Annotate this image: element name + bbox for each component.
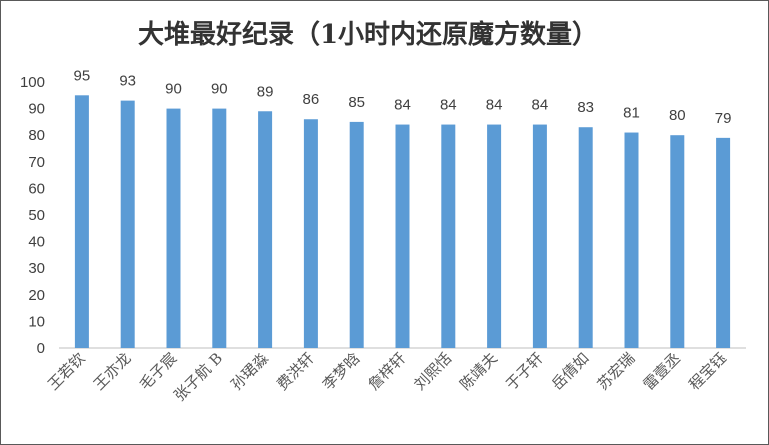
data-label: 89 [257, 83, 274, 100]
data-label: 81 [623, 105, 640, 122]
y-tick-label: 60 [28, 180, 45, 197]
bar [395, 124, 410, 348]
data-label: 93 [119, 73, 136, 90]
x-tick-label: 詹梓轩 [365, 349, 410, 394]
bar [166, 108, 181, 348]
data-label: 85 [348, 94, 365, 111]
x-tick-label: 陈靖夫 [456, 349, 501, 394]
bar [487, 124, 502, 348]
y-tick-label: 20 [28, 287, 45, 304]
y-tick-label: 50 [28, 207, 45, 224]
chart-title: 大堆最好纪录（1小时内还原魔方数量） [138, 19, 598, 50]
data-label: 83 [577, 99, 594, 116]
x-tick-label: 王若钦 [44, 349, 89, 394]
data-label: 84 [486, 97, 503, 114]
x-tick-label: 苏宏瑞 [594, 349, 639, 394]
y-tick-label: 0 [37, 340, 45, 357]
data-label: 79 [715, 110, 732, 127]
data-label: 80 [669, 107, 686, 124]
bar [349, 121, 364, 349]
bar [716, 137, 731, 348]
x-tick-label: 于子轩 [502, 349, 547, 394]
x-tick-label: 岳倩如 [548, 349, 593, 394]
y-tick-label: 40 [28, 234, 45, 251]
x-tick-label: 雷壹丞 [640, 349, 685, 394]
bar [120, 100, 135, 349]
x-tick-label: 李梦晗 [319, 349, 364, 394]
bar [303, 119, 318, 349]
y-axis: 0 10 20 30 40 50 60 70 80 90 100 [20, 74, 45, 357]
bar [624, 132, 639, 348]
data-label: 95 [74, 67, 91, 84]
y-tick-label: 30 [28, 260, 45, 277]
bar [670, 135, 685, 348]
x-tick-label: 刘熙恬 [411, 349, 456, 394]
data-label: 86 [303, 91, 320, 108]
bar [532, 124, 547, 348]
bar [441, 124, 456, 348]
x-tick-label: 王亦龙 [90, 349, 135, 394]
x-tick-label: 孙珺淼 [227, 349, 272, 394]
data-label: 84 [394, 97, 411, 114]
data-label: 90 [165, 81, 182, 98]
y-tick-label: 100 [20, 74, 45, 91]
y-tick-label: 70 [28, 154, 45, 171]
x-tick-label: 毛子宸 [136, 349, 181, 394]
bar [258, 111, 273, 348]
bar [578, 127, 593, 348]
bar [212, 108, 227, 348]
y-tick-label: 80 [28, 127, 45, 144]
x-tick-label: 张子航 B [170, 349, 226, 405]
y-tick-label: 10 [28, 313, 45, 330]
x-tick-label: 程宝钰 [685, 349, 730, 394]
bar [74, 95, 89, 348]
data-label: 84 [532, 97, 549, 114]
y-tick-label: 90 [28, 101, 45, 118]
bar-series [74, 95, 731, 349]
x-tick-label: 费洪轩 [273, 349, 318, 394]
data-label: 84 [440, 97, 457, 114]
data-labels: 95 93 90 90 89 86 85 84 84 84 84 83 81 80 79 [74, 67, 732, 127]
data-label: 90 [211, 81, 228, 98]
